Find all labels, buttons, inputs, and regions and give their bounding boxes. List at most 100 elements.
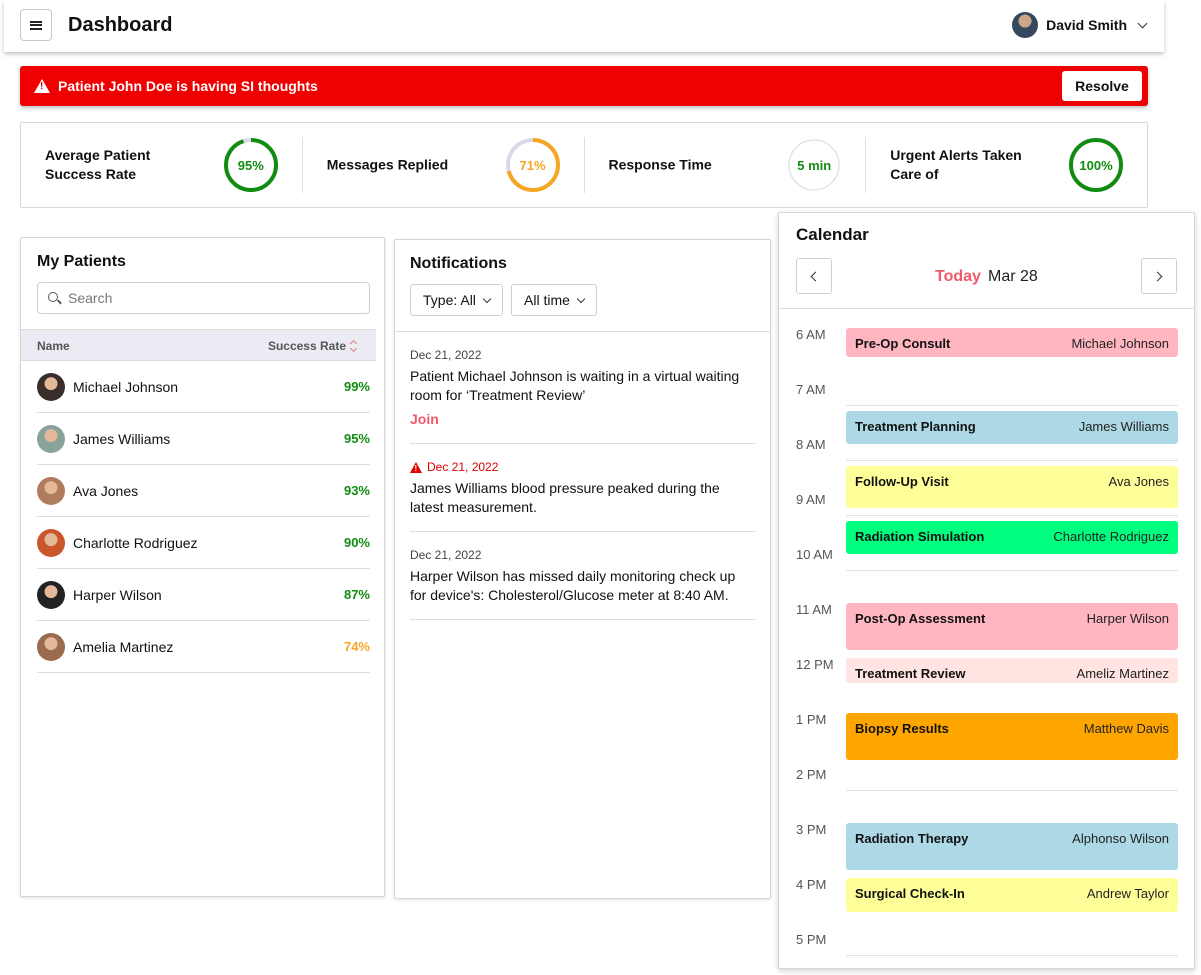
- stat-item: Average Patient Success Rate 95%: [21, 137, 303, 193]
- today-button[interactable]: Today: [935, 268, 981, 285]
- hamburger-icon: [30, 20, 42, 30]
- hour-line: [846, 515, 1178, 516]
- menu-button[interactable]: [20, 9, 52, 41]
- hour-label: 7 AM: [796, 382, 826, 397]
- event-person: Ameliz Martinez: [1076, 666, 1169, 681]
- hour-label: 8 AM: [796, 437, 826, 452]
- hour-label: 12 PM: [796, 657, 834, 672]
- success-rate: 99%: [343, 379, 370, 394]
- date-text: Dec 21, 2022: [410, 548, 482, 562]
- alert-message: Patient John Doe is having SI thoughts: [58, 78, 318, 94]
- table-row[interactable]: Amelia Martinez 74%: [37, 621, 370, 673]
- chevron-down-icon: [1137, 18, 1148, 28]
- event-person: Matthew Davis: [1083, 721, 1169, 736]
- search-icon: [48, 292, 58, 302]
- hour-line: [846, 460, 1178, 461]
- event-title: Surgical Check-In: [855, 886, 965, 901]
- search-box[interactable]: [37, 282, 370, 314]
- patient-list: Michael Johnson 99% James Williams 95% Ava J…: [37, 361, 370, 673]
- notification-text: Harper Wilson has missed daily monitorin…: [410, 568, 736, 603]
- calendar-event[interactable]: Treatment Review Ameliz Martinez: [846, 658, 1178, 683]
- dropdown-label: All time: [524, 292, 570, 308]
- table-row[interactable]: James Williams 95%: [37, 413, 370, 465]
- calendar-event[interactable]: Post-Op Assessment Harper Wilson: [846, 603, 1178, 651]
- calendar-event[interactable]: Biopsy Results Matthew Davis: [846, 713, 1178, 761]
- avatar: [37, 425, 65, 453]
- table-header: Name Success Rate: [21, 329, 376, 361]
- notification-date: Dec 21, 2022: [410, 459, 755, 475]
- event-title: Follow-Up Visit: [855, 473, 949, 489]
- notification-item: Dec 21, 2022 Harper Wilson has missed dai…: [410, 532, 755, 620]
- column-header-label: Success Rate: [267, 339, 346, 353]
- table-row[interactable]: Michael Johnson 99%: [37, 361, 370, 413]
- hour-label: 3 PM: [796, 822, 827, 837]
- stat-item: Response Time 5 min: [585, 137, 867, 193]
- table-row[interactable]: Ava Jones 93%: [37, 465, 370, 517]
- column-header-success-rate[interactable]: Success Rate: [268, 339, 358, 353]
- stat-label: Messages Replied: [326, 156, 449, 173]
- patient-name: Harper Wilson: [73, 587, 162, 603]
- divider: [779, 308, 1194, 309]
- hour-label: 9 AM: [796, 492, 826, 507]
- ring-fill: [1069, 138, 1123, 192]
- calendar-event[interactable]: Treatment Planning James Williams: [846, 410, 1178, 445]
- resolve-button[interactable]: Resolve: [1062, 71, 1142, 101]
- event-person: Andrew Taylor: [1086, 886, 1169, 901]
- prev-day-button[interactable]: [796, 258, 832, 294]
- warning-icon: [34, 79, 50, 93]
- event-title: Biopsy Results: [855, 721, 949, 736]
- calendar-event[interactable]: Radiation Therapy Alphonso Wilson: [846, 823, 1178, 871]
- chevron-right-icon: [1152, 271, 1163, 282]
- notification-date: Dec 21, 2022: [410, 347, 755, 363]
- hour-label: 10 AM: [796, 547, 833, 562]
- user-name: David Smith: [1046, 17, 1127, 33]
- date-text: Dec 21, 2022: [410, 348, 482, 362]
- date-text: Dec 21, 2022: [427, 460, 499, 474]
- progress-ring: 71%: [505, 138, 560, 192]
- hour-label: 5 PM: [796, 932, 827, 947]
- table-row[interactable]: Harper Wilson 87%: [37, 569, 370, 621]
- panel-title: Notifications: [410, 255, 507, 272]
- warning-icon: [410, 461, 422, 473]
- calendar-panel: Calendar Today Mar 28 6 AM 7 AM 8 AM 9 AM 10…: [778, 212, 1195, 969]
- table-row[interactable]: Charlotte Rodriguez 90%: [37, 517, 370, 569]
- patient-name: Amelia Martinez: [73, 639, 174, 655]
- hour-line: [846, 570, 1178, 571]
- hour-label: 6 AM: [796, 327, 826, 342]
- notification-text: Patient Michael Johnson is waiting in a …: [410, 368, 740, 403]
- success-rate: 74%: [343, 639, 370, 654]
- calendar-event[interactable]: Follow-Up Visit Ava Jones: [846, 465, 1178, 509]
- hour-label: 4 PM: [796, 877, 827, 892]
- calendar-event[interactable]: Pre-Op Consult Michael Johnson: [846, 328, 1178, 358]
- column-header-name[interactable]: Name: [37, 339, 70, 353]
- event-person: James Williams: [1078, 418, 1169, 434]
- ring-fill: [223, 138, 278, 192]
- my-patients-panel: My Patients Name Success Rate Michael Jo…: [20, 237, 385, 897]
- user-menu[interactable]: David Smith: [1012, 12, 1148, 38]
- sort-icon[interactable]: [350, 341, 358, 351]
- next-day-button[interactable]: [1141, 258, 1177, 294]
- notification-item: Dec 21, 2022 James Williams blood pressur…: [410, 444, 755, 532]
- hour-label: 11 AM: [796, 602, 832, 617]
- time-filter-dropdown[interactable]: All time: [511, 284, 597, 316]
- success-rate: 90%: [343, 535, 370, 550]
- avatar: [37, 529, 65, 557]
- ring-track: [788, 139, 840, 191]
- type-filter-dropdown[interactable]: Type: All: [410, 284, 503, 316]
- patient-name: Ava Jones: [73, 483, 139, 499]
- success-rate: 93%: [343, 483, 370, 498]
- stat-label: Response Time: [608, 156, 712, 173]
- join-link[interactable]: Join: [410, 411, 439, 427]
- search-input[interactable]: [68, 288, 358, 308]
- avatar: [1012, 12, 1039, 38]
- stat-label: Urgent Alerts Taken Care of: [890, 147, 1022, 182]
- success-rate: 95%: [343, 431, 370, 446]
- hour-line: [846, 405, 1178, 406]
- alert-banner: Patient John Doe is having SI thoughts R…: [20, 66, 1148, 106]
- event-title: Pre-Op Consult: [855, 336, 951, 351]
- avatar: [37, 477, 65, 505]
- avatar: [37, 373, 65, 401]
- calendar-event[interactable]: Radiation Simulation Charlotte Rodriguez: [846, 520, 1178, 555]
- calendar-event[interactable]: Surgical Check-In Andrew Taylor: [846, 878, 1178, 912]
- event-person: Alphonso Wilson: [1072, 831, 1169, 846]
